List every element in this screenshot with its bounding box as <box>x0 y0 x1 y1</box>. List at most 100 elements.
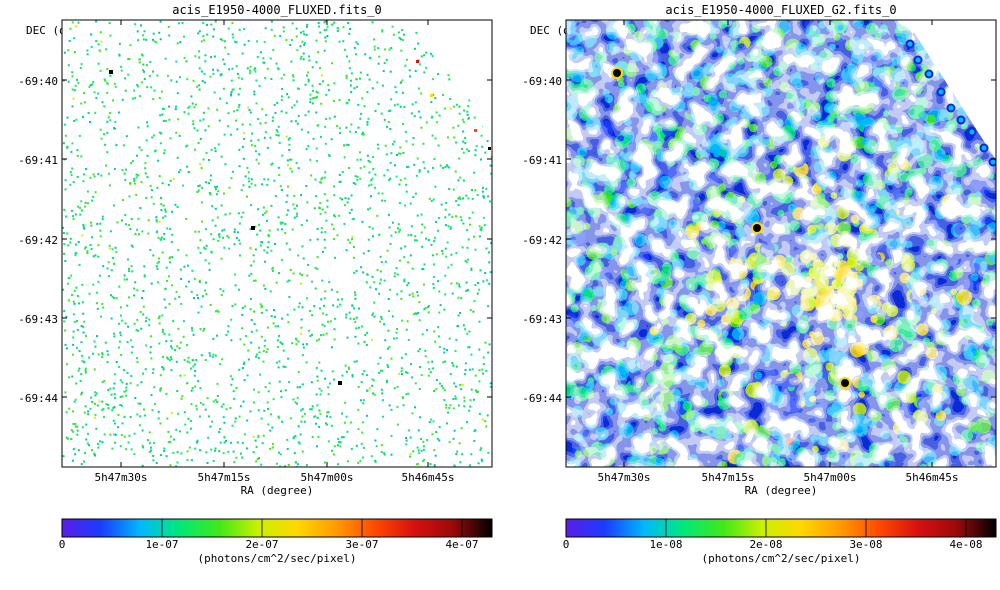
flux-pixel <box>422 440 425 443</box>
flux-pixel <box>210 233 213 236</box>
flux-pixel <box>214 354 217 357</box>
flux-pixel <box>70 209 73 212</box>
flux-pixel <box>72 423 75 425</box>
flux-pixel <box>233 110 236 113</box>
flux-pixel <box>206 23 208 26</box>
flux-pixel <box>358 307 360 310</box>
flux-pixel <box>476 194 479 196</box>
flux-pixel <box>286 438 289 441</box>
image-edge-cutoff <box>431 20 492 145</box>
flux-pixel <box>417 449 420 452</box>
flux-pixel <box>311 97 314 100</box>
flux-pixel <box>314 266 317 269</box>
flux-pixel <box>264 131 267 134</box>
flux-pixel <box>221 229 224 232</box>
flux-pixel <box>407 338 410 341</box>
flux-pixel <box>253 279 255 282</box>
flux-pixel <box>117 413 120 416</box>
flux-pixel <box>148 75 151 78</box>
flux-pixel <box>108 275 111 277</box>
flux-pixel <box>215 193 218 196</box>
flux-pixel <box>250 204 253 207</box>
flux-pixel <box>265 351 268 353</box>
flux-pixel <box>399 179 402 182</box>
flux-pixel <box>144 167 147 170</box>
flux-pixel <box>387 121 390 123</box>
flux-pixel <box>396 154 398 156</box>
flux-pixel <box>265 219 268 222</box>
flux-pixel <box>454 385 457 388</box>
flux-pixel <box>318 387 321 390</box>
flux-pixel <box>294 120 297 123</box>
flux-pixel <box>86 252 89 255</box>
flux-pixel <box>143 275 146 278</box>
flux-pixel <box>113 373 116 376</box>
flux-pixel <box>460 219 463 222</box>
flux-pixel <box>163 450 166 452</box>
flux-pixel <box>230 318 233 321</box>
flux-pixel <box>273 309 275 311</box>
flux-pixel <box>260 311 263 314</box>
flux-pixel <box>97 280 100 283</box>
flux-pixel <box>389 242 392 245</box>
flux-pixel <box>318 361 321 364</box>
flux-pixel <box>133 89 136 92</box>
flux-pixel <box>419 438 422 440</box>
flux-pixel <box>401 79 404 82</box>
flux-pixel <box>473 300 476 303</box>
flux-pixel <box>134 281 137 284</box>
flux-pixel <box>279 185 282 188</box>
flux-pixel <box>366 273 369 276</box>
flux-pixel <box>405 140 408 143</box>
flux-pixel <box>113 127 115 130</box>
flux-pixel <box>131 160 134 163</box>
flux-pixel <box>181 22 184 24</box>
flux-pixel <box>239 338 242 341</box>
flux-pixel <box>400 247 403 250</box>
flux-pixel <box>388 226 391 229</box>
flux-pixel <box>444 247 447 250</box>
flux-pixel <box>203 327 206 330</box>
flux-pixel <box>417 429 420 432</box>
flux-pixel <box>432 198 435 201</box>
flux-pixel <box>190 389 193 392</box>
flux-pixel <box>320 178 323 181</box>
flux-pixel <box>124 223 127 226</box>
flux-pixel <box>227 330 229 333</box>
flux-pixel <box>198 30 201 33</box>
flux-pixel <box>141 464 144 467</box>
flux-pixel <box>235 41 238 44</box>
flux-pixel <box>214 399 217 401</box>
flux-pixel <box>125 135 128 138</box>
flux-pixel <box>208 268 211 271</box>
flux-pixel <box>418 170 421 173</box>
flux-pixel <box>371 227 374 230</box>
flux-pixel <box>90 248 93 250</box>
flux-pixel <box>174 297 177 300</box>
flux-pixel <box>113 262 116 265</box>
flux-pixel <box>243 343 246 346</box>
flux-pixel <box>477 462 480 465</box>
flux-pixel <box>414 235 417 238</box>
flux-pixel <box>76 295 79 297</box>
flux-pixel <box>305 361 308 364</box>
flux-pixel <box>386 249 389 252</box>
flux-pixel <box>145 316 148 319</box>
flux-pixel <box>155 231 158 234</box>
flux-pixel <box>249 111 252 114</box>
flux-pixel <box>271 266 274 269</box>
flux-pixel <box>400 290 403 293</box>
flux-pixel <box>433 464 436 467</box>
flux-pixel <box>248 109 251 112</box>
flux-pixel <box>371 87 374 90</box>
flux-pixel <box>299 272 302 275</box>
flux-pixel <box>204 60 207 63</box>
right-colorbar-tick-label: 4e-08 <box>949 538 982 551</box>
flux-pixel <box>152 32 155 35</box>
flux-pixel <box>252 435 255 438</box>
flux-pixel <box>345 313 348 316</box>
flux-pixel <box>67 64 70 67</box>
flux-pixel <box>231 378 234 381</box>
flux-pixel <box>247 349 250 352</box>
flux-pixel <box>458 112 461 115</box>
